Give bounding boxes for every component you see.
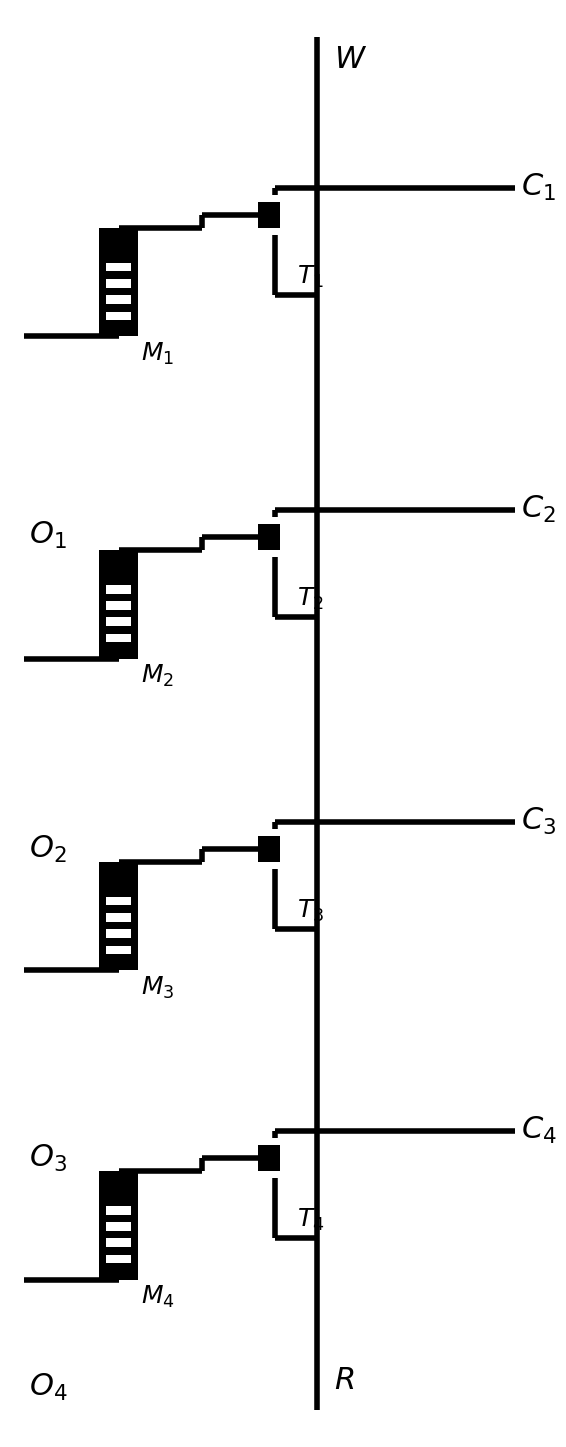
Text: $T_2$: $T_2$ xyxy=(297,586,324,612)
Bar xyxy=(106,913,131,922)
Text: $C_3$: $C_3$ xyxy=(521,806,556,838)
Bar xyxy=(106,929,131,938)
Bar xyxy=(106,897,131,906)
Text: $R$: $R$ xyxy=(333,1366,354,1395)
Bar xyxy=(106,263,131,272)
Bar xyxy=(99,229,138,337)
Bar xyxy=(258,1145,281,1171)
Text: $O_3$: $O_3$ xyxy=(29,1143,67,1174)
Text: $C_2$: $C_2$ xyxy=(521,495,555,525)
Bar xyxy=(106,1255,131,1263)
Bar xyxy=(106,279,131,288)
Text: $O_4$: $O_4$ xyxy=(29,1372,68,1404)
Text: $T_4$: $T_4$ xyxy=(297,1207,325,1233)
Text: $M_2$: $M_2$ xyxy=(141,663,174,689)
Bar xyxy=(106,634,131,642)
Bar xyxy=(258,203,281,229)
Bar xyxy=(99,1171,138,1279)
Bar xyxy=(106,945,131,954)
Text: $M_1$: $M_1$ xyxy=(141,341,174,368)
Text: $M_3$: $M_3$ xyxy=(141,975,174,1001)
Bar xyxy=(99,862,138,971)
Text: $O_1$: $O_1$ xyxy=(29,521,67,551)
Text: $T_3$: $T_3$ xyxy=(297,899,324,925)
Bar xyxy=(106,585,131,593)
Bar xyxy=(106,1205,131,1214)
Text: $C_1$: $C_1$ xyxy=(521,172,555,203)
Text: $M_4$: $M_4$ xyxy=(141,1283,175,1310)
Text: $W$: $W$ xyxy=(333,45,367,74)
Text: $O_2$: $O_2$ xyxy=(29,833,67,865)
Bar xyxy=(106,1239,131,1247)
Bar xyxy=(258,524,281,550)
Bar xyxy=(106,1223,131,1231)
Bar xyxy=(258,836,281,862)
Text: $T_1$: $T_1$ xyxy=(297,265,324,291)
Bar xyxy=(106,618,131,627)
Text: $C_4$: $C_4$ xyxy=(521,1116,556,1146)
Bar xyxy=(106,601,131,609)
Bar xyxy=(106,295,131,304)
Bar xyxy=(106,311,131,320)
Bar xyxy=(99,550,138,658)
